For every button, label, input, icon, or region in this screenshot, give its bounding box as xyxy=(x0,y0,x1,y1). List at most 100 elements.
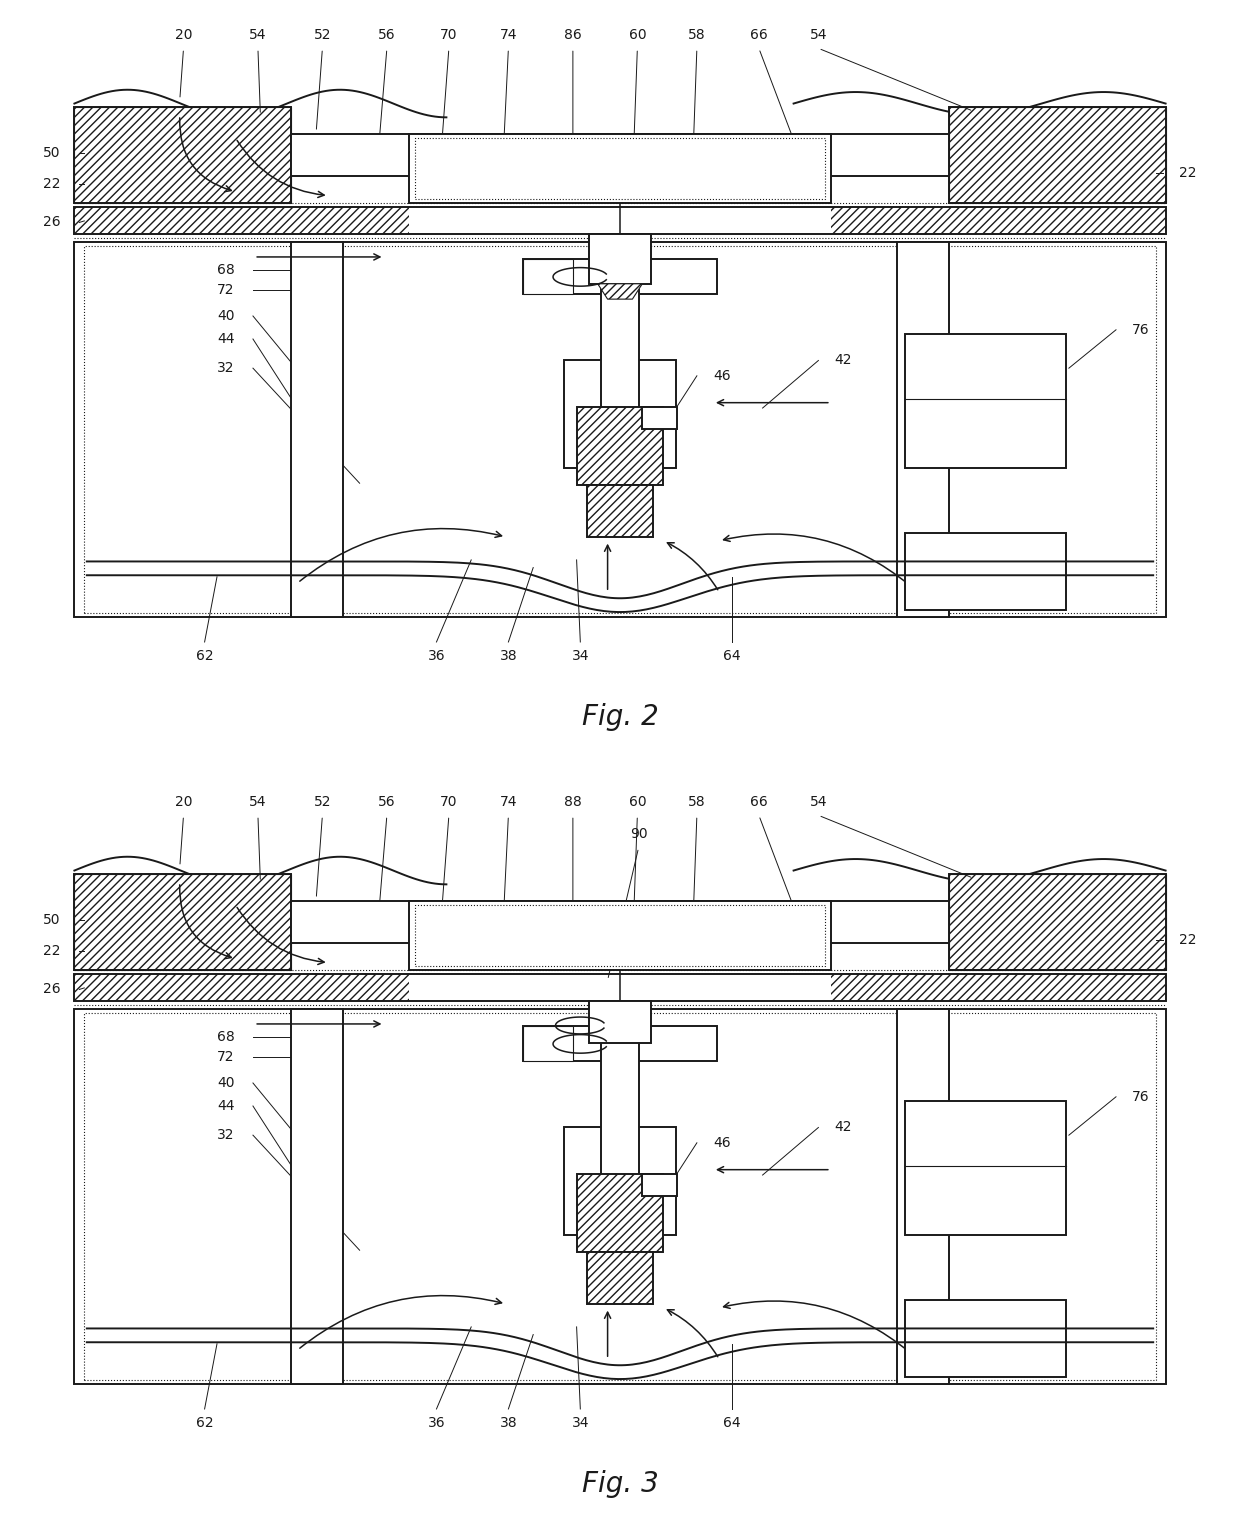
Bar xyxy=(587,485,653,537)
Bar xyxy=(905,534,1066,609)
Bar xyxy=(409,902,831,971)
Bar xyxy=(74,974,291,1002)
Bar xyxy=(905,1101,1066,1235)
Text: 32: 32 xyxy=(217,360,234,376)
Bar xyxy=(523,259,573,295)
Bar xyxy=(601,1017,639,1204)
Text: 52: 52 xyxy=(314,28,331,41)
Bar xyxy=(84,247,1156,612)
Bar xyxy=(74,107,291,204)
Text: 34: 34 xyxy=(572,1416,589,1430)
Bar xyxy=(897,242,949,617)
Bar xyxy=(577,407,663,485)
Text: 72: 72 xyxy=(217,282,234,298)
Text: 70: 70 xyxy=(440,28,458,41)
Bar xyxy=(523,1026,717,1062)
Text: 74: 74 xyxy=(500,795,517,808)
Bar xyxy=(831,974,949,1002)
Text: 64: 64 xyxy=(723,1416,740,1430)
Bar xyxy=(949,107,1166,204)
Text: 76: 76 xyxy=(1132,1089,1149,1104)
Text: 20: 20 xyxy=(175,795,192,808)
Bar xyxy=(949,207,1166,233)
Text: 62: 62 xyxy=(196,649,213,663)
Text: 56: 56 xyxy=(378,28,396,41)
Bar xyxy=(949,974,1166,1002)
Text: 60: 60 xyxy=(629,795,646,808)
Bar xyxy=(587,485,653,537)
Text: 46: 46 xyxy=(713,368,730,384)
Bar xyxy=(74,1009,1166,1384)
Text: 80: 80 xyxy=(971,1150,988,1166)
Bar xyxy=(642,1175,677,1197)
Text: 66: 66 xyxy=(750,795,768,808)
Bar xyxy=(74,242,1166,617)
Bar xyxy=(577,1174,663,1252)
Bar xyxy=(84,1014,1156,1381)
Text: Fig. 3: Fig. 3 xyxy=(582,1470,658,1499)
Text: 54: 54 xyxy=(249,795,267,808)
Bar xyxy=(74,974,1166,1002)
Text: 86: 86 xyxy=(564,28,582,41)
Bar xyxy=(564,1127,676,1235)
Text: 60: 60 xyxy=(629,28,646,41)
Text: 68: 68 xyxy=(217,1029,234,1045)
Polygon shape xyxy=(598,284,642,299)
Text: 90: 90 xyxy=(630,827,647,842)
Text: 88: 88 xyxy=(564,795,582,808)
Text: 64: 64 xyxy=(723,649,740,663)
Bar xyxy=(523,259,717,295)
Bar xyxy=(74,874,291,971)
Bar xyxy=(905,334,1066,468)
Text: 44: 44 xyxy=(217,1098,234,1114)
Text: 36: 36 xyxy=(428,1416,445,1430)
Text: 68: 68 xyxy=(217,262,234,278)
Text: 56: 56 xyxy=(378,795,396,808)
Bar xyxy=(415,138,825,199)
Text: 54: 54 xyxy=(810,795,827,808)
Bar xyxy=(949,874,1166,971)
Bar xyxy=(949,107,1166,204)
Bar xyxy=(949,874,1166,971)
Text: 22: 22 xyxy=(43,176,61,192)
Bar xyxy=(291,135,949,176)
Bar xyxy=(587,1252,653,1304)
Text: 34: 34 xyxy=(572,649,589,663)
Text: 20: 20 xyxy=(175,28,192,41)
Text: 50: 50 xyxy=(43,146,61,161)
Bar xyxy=(831,207,949,233)
Text: 38: 38 xyxy=(500,649,517,663)
Bar xyxy=(291,974,409,1002)
Text: 66: 66 xyxy=(750,28,768,41)
Text: 40: 40 xyxy=(217,1075,234,1091)
Text: 26: 26 xyxy=(43,215,61,230)
Text: 22: 22 xyxy=(1179,166,1197,179)
Text: 42: 42 xyxy=(835,353,852,368)
Bar xyxy=(291,242,343,617)
Bar xyxy=(74,207,291,233)
Text: 44: 44 xyxy=(217,331,234,347)
Text: 62: 62 xyxy=(196,1416,213,1430)
Text: 46: 46 xyxy=(713,1135,730,1150)
Text: 76: 76 xyxy=(1132,322,1149,337)
Text: 54: 54 xyxy=(810,28,827,41)
Bar xyxy=(589,233,651,284)
Text: 58: 58 xyxy=(688,28,706,41)
Text: 52: 52 xyxy=(314,795,331,808)
Bar xyxy=(905,1299,1066,1378)
Text: 36: 36 xyxy=(428,649,445,663)
Bar xyxy=(587,1252,653,1304)
Bar xyxy=(415,905,825,966)
Bar xyxy=(291,900,949,943)
Bar xyxy=(564,360,676,468)
Text: 72: 72 xyxy=(217,1049,234,1065)
Bar xyxy=(577,1174,663,1252)
Bar xyxy=(291,207,409,233)
Text: 42: 42 xyxy=(835,1120,852,1135)
Text: Fig. 2: Fig. 2 xyxy=(582,703,658,732)
Text: 74: 74 xyxy=(500,28,517,41)
Bar xyxy=(642,407,677,428)
Text: 70: 70 xyxy=(440,795,458,808)
Text: 50: 50 xyxy=(43,913,61,928)
Bar xyxy=(523,1026,573,1062)
